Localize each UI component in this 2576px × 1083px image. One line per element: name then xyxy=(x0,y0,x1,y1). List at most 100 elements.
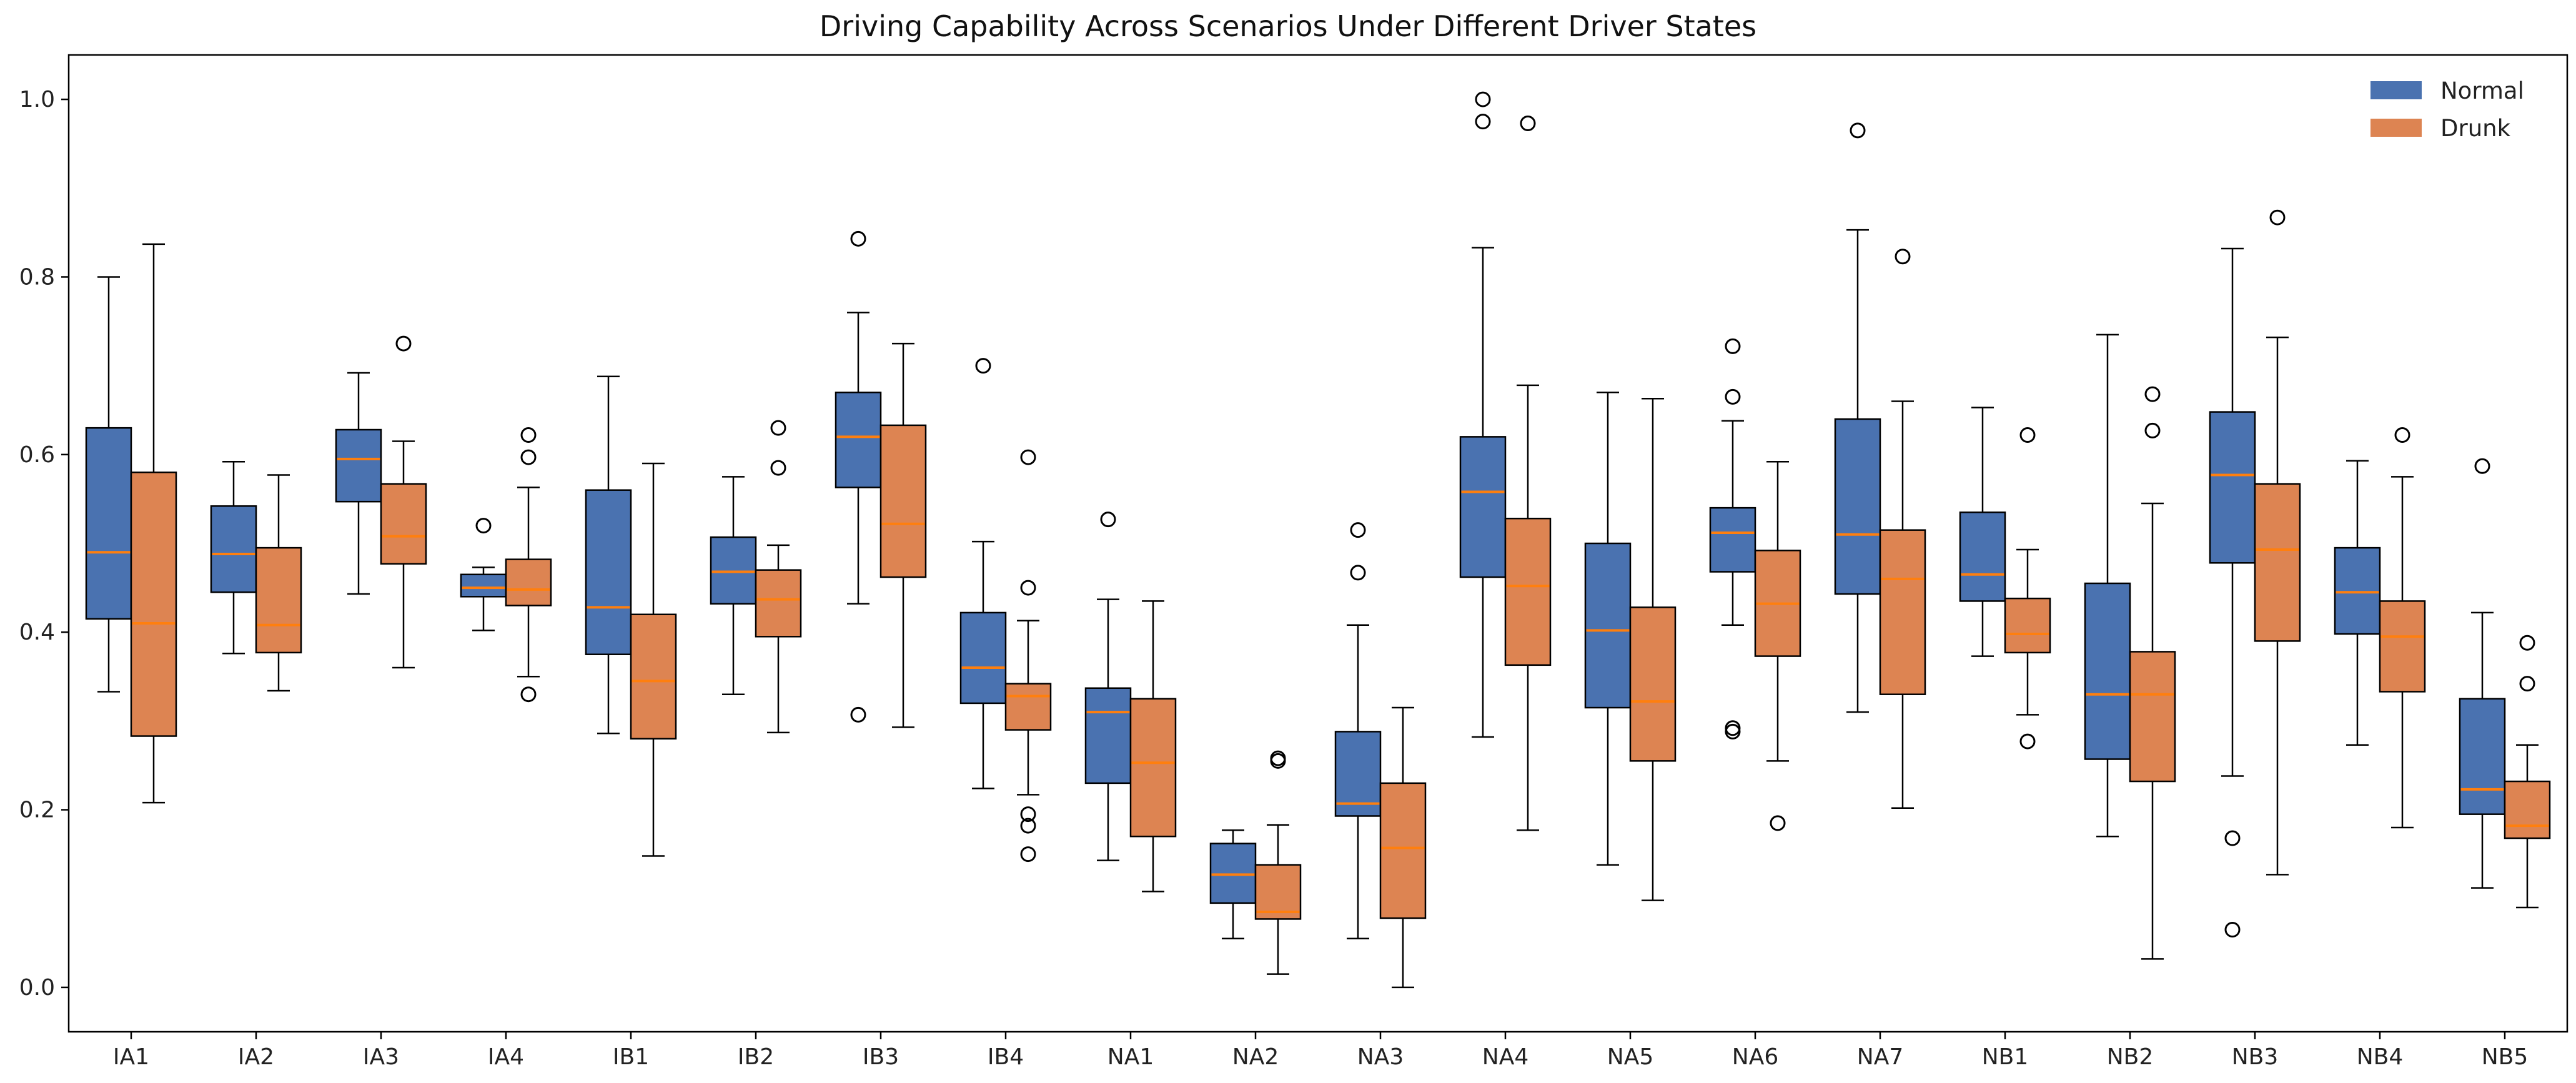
box-normal-nb5 xyxy=(2459,458,2506,889)
box-drunk-nb3 xyxy=(2254,209,2301,876)
box-body xyxy=(1129,698,1177,838)
plot-area: 0.0 0.2 0.4 0.6 0.8 1.0 IA1 IA2 IA3 IA4 IB1 IB2 IB3 I… xyxy=(19,54,2569,1070)
x-tick-label: NB1 xyxy=(1982,1044,2029,1070)
box-drunk-nb2 xyxy=(2129,386,2176,960)
x-tick-label: NB3 xyxy=(2232,1044,2279,1070)
box-body xyxy=(1504,517,1552,666)
x-tick-label: IA1 xyxy=(113,1044,149,1070)
box-body xyxy=(2334,546,2381,635)
x-tick-label: NA2 xyxy=(1232,1044,1279,1070)
box-normal-nb2 xyxy=(2084,334,2131,838)
legend-label-drunk: Drunk xyxy=(2440,115,2511,142)
legend-label-normal: Normal xyxy=(2440,77,2524,104)
box-drunk-ib3 xyxy=(879,342,927,728)
legend-swatch-normal xyxy=(2370,81,2422,99)
box-body xyxy=(1084,687,1132,784)
box-body xyxy=(2004,597,2051,654)
box-drunk-ib2 xyxy=(755,420,802,734)
x-tick-label: IB4 xyxy=(988,1044,1024,1070)
box-drunk-ia4 xyxy=(505,427,552,703)
box-drunk-nb5 xyxy=(2504,635,2551,909)
box-normal-ia1 xyxy=(85,276,132,693)
box-body xyxy=(1959,511,2006,602)
box-drunk-ia2 xyxy=(255,474,302,692)
y-tick-label: 0.0 xyxy=(19,975,55,1001)
box-body xyxy=(2209,411,2256,564)
box-body xyxy=(879,424,927,578)
outlier-point xyxy=(2269,209,2286,225)
box-body xyxy=(2254,483,2301,642)
x-tick-label: IB1 xyxy=(613,1044,649,1070)
outlier-point xyxy=(1020,580,1036,596)
outlier-point xyxy=(2519,635,2535,651)
x-tick-label: NA3 xyxy=(1357,1044,1404,1070)
box-body xyxy=(1459,436,1507,578)
outlier-point xyxy=(2394,427,2410,443)
outlier-point xyxy=(1895,249,1911,265)
box-body xyxy=(959,611,1007,705)
box-body xyxy=(585,489,632,655)
x-tick-label: IA2 xyxy=(238,1044,274,1070)
x-tick-label: NA6 xyxy=(1732,1044,1778,1070)
y-tick-label: 0.8 xyxy=(19,264,55,290)
outlier-point xyxy=(850,706,866,723)
outlier-point xyxy=(1770,815,1786,831)
box-drunk-ia1 xyxy=(130,243,177,804)
box-normal-nb4 xyxy=(2334,460,2381,746)
outlier-point xyxy=(1100,512,1116,528)
x-tick-label: NA4 xyxy=(1482,1044,1528,1070)
x-tick-label: NB5 xyxy=(2482,1044,2529,1070)
outlier-point xyxy=(1350,565,1366,581)
x-tick-label: NB4 xyxy=(2357,1044,2404,1070)
box-body xyxy=(1254,864,1302,920)
outlier-point xyxy=(2144,422,2161,438)
x-tick-label: IA4 xyxy=(488,1044,524,1070)
box-drunk-na7 xyxy=(1879,249,1926,809)
box-body xyxy=(85,427,132,620)
box-normal-na4 xyxy=(1459,91,1507,738)
box-normal-na2 xyxy=(1209,829,1257,939)
outlier-point xyxy=(475,518,492,534)
x-tick-label: NB2 xyxy=(2107,1044,2154,1070)
box-normal-ib4 xyxy=(959,358,1007,789)
outlier-point xyxy=(395,335,412,352)
box-body xyxy=(1834,418,1881,595)
box-body xyxy=(2459,698,2506,815)
box-body xyxy=(335,428,382,503)
y-tick-label: 0.4 xyxy=(19,620,55,645)
outlier-point xyxy=(1475,114,1491,130)
box-drunk-na2 xyxy=(1254,750,1302,975)
x-tick-label: IA3 xyxy=(363,1044,399,1070)
box-drunk-na6 xyxy=(1754,460,1801,831)
x-tick-label: NA7 xyxy=(1857,1044,1903,1070)
box-drunk-na1 xyxy=(1129,600,1177,893)
box-body xyxy=(255,546,302,654)
box-body xyxy=(1709,507,1756,573)
box-body xyxy=(2379,600,2426,693)
box-normal-ib1 xyxy=(585,375,632,734)
x-tick-label: IB3 xyxy=(863,1044,899,1070)
box-body xyxy=(380,483,427,565)
box-body xyxy=(2504,780,2551,839)
box-body xyxy=(1379,782,1427,919)
box-drunk-nb4 xyxy=(2379,427,2426,829)
outlier-point xyxy=(2474,458,2490,474)
box-normal-ia3 xyxy=(335,372,382,595)
box-normal-ib2 xyxy=(710,476,757,695)
outlier-point xyxy=(1725,338,1741,354)
box-drunk-ia3 xyxy=(380,335,427,669)
box-normal-nb1 xyxy=(1959,407,2006,657)
y-tick-label: 0.6 xyxy=(19,442,55,468)
box-body xyxy=(505,558,552,606)
box-normal-nb3 xyxy=(2209,247,2256,937)
box-body xyxy=(130,472,177,737)
outlier-point xyxy=(1725,388,1741,405)
box-normal-na5 xyxy=(1584,392,1632,866)
box-body xyxy=(1209,843,1257,904)
chart-title: Driving Capability Across Scenarios Unde… xyxy=(820,9,1756,43)
box-body xyxy=(2129,651,2176,783)
box-drunk-ib1 xyxy=(630,462,677,857)
box-drunk-na5 xyxy=(1629,397,1677,901)
box-body xyxy=(710,536,757,605)
box-body xyxy=(1334,731,1382,817)
